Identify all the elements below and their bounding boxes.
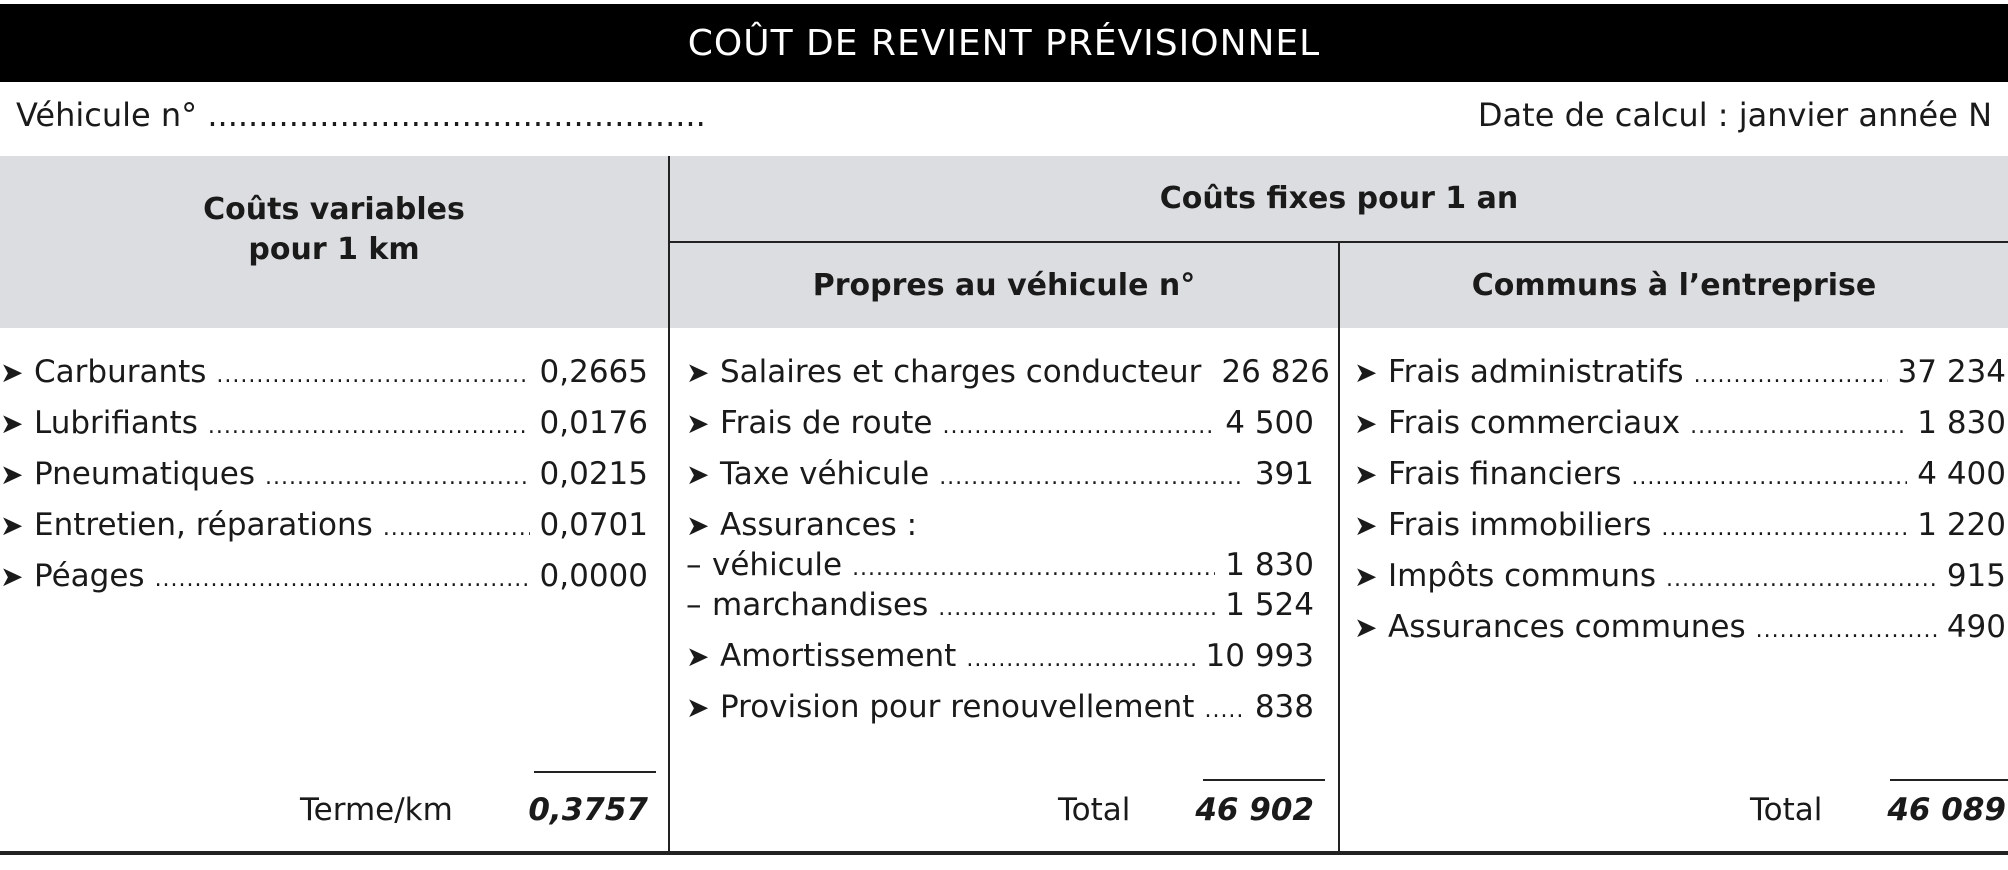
header-common-company: Communs à l’entreprise: [1471, 267, 1877, 303]
column-divider: [668, 156, 670, 852]
dash-marker: –: [686, 587, 702, 623]
dot-leader: [942, 414, 1215, 439]
arrow-icon: ➤: [0, 356, 24, 389]
arrow-icon: ➤: [0, 509, 24, 542]
dot-leader: [1694, 363, 1888, 388]
list-item: ➤ Frais commerciaux 1 830: [1354, 405, 2006, 445]
arrow-icon: ➤: [1354, 509, 1378, 542]
list-item: ➤ Entretien, réparations 0,0701: [0, 507, 648, 547]
dot-leader: [155, 567, 530, 592]
list-item: – véhicule 1 830: [686, 547, 1314, 587]
arrow-icon: ➤: [0, 560, 24, 593]
column-divider: [1338, 242, 1340, 852]
calculation-date-label: Date de calcul : janvier année N: [1477, 96, 1992, 134]
list-item: ➤ Impôts communs 915: [1354, 558, 2006, 598]
dot-leader: [208, 414, 530, 439]
list-item: ➤ Amortissement 10 993: [686, 638, 1314, 678]
arrow-icon: ➤: [1354, 560, 1378, 593]
header-divider: [670, 241, 2008, 243]
list-item: ➤ Salaires et charges conducteur 26 826: [686, 354, 1330, 390]
vehicle-number-label: Véhicule n° ............................…: [16, 96, 706, 134]
variable-total-label: Terme/km: [300, 792, 453, 828]
list-item: ➤ Carburants 0,2665: [0, 354, 648, 394]
dot-leader: [1666, 567, 1937, 592]
total-rule: [1203, 779, 1325, 781]
list-item: ➤ Pneumatiques 0,0215: [0, 456, 648, 496]
own-total-value: 46 902: [1195, 792, 1314, 828]
arrow-icon: ➤: [686, 509, 710, 542]
header-variable-costs: Coûts variables pour 1 km: [203, 191, 465, 268]
total-rule: [534, 771, 656, 773]
page-title: COÛT DE REVIENT PRÉVISIONNEL: [0, 4, 2008, 82]
list-item: ➤ Provision pour renouvellement 838: [686, 689, 1314, 729]
arrow-icon: ➤: [686, 640, 710, 673]
list-item: ➤ Frais de route 4 500: [686, 405, 1314, 445]
arrow-icon: ➤: [1354, 356, 1378, 389]
list-item: ➤ Lubrifiants 0,0176: [0, 405, 648, 445]
header-fixed-costs: Coûts fixes pour 1 an: [1159, 180, 1519, 216]
list-item: ➤ Assurances communes 490: [1354, 609, 2006, 649]
header-own-vehicle: Propres au véhicule n°: [812, 267, 1196, 303]
total-rule: [1890, 779, 2008, 781]
list-item: ➤ Frais financiers 4 400: [1354, 456, 2006, 496]
dot-leader: [1690, 414, 1907, 439]
list-item: ➤ Assurances :: [686, 507, 918, 543]
dot-leader: [265, 465, 529, 490]
dot-leader: [1756, 618, 1937, 643]
arrow-icon: ➤: [1354, 611, 1378, 644]
own-total-label: Total: [1058, 792, 1131, 828]
dot-leader: [938, 596, 1215, 621]
common-total-label: Total: [1750, 792, 1823, 828]
arrow-icon: ➤: [1354, 407, 1378, 440]
arrow-icon: ➤: [686, 356, 710, 389]
dot-leader: [1631, 465, 1907, 490]
arrow-icon: ➤: [686, 458, 710, 491]
dot-leader: [383, 516, 530, 541]
arrow-icon: ➤: [686, 691, 710, 724]
list-item: ➤ Frais immobiliers 1 220: [1354, 507, 2006, 547]
dash-marker: –: [686, 547, 702, 583]
dot-leader: [1204, 698, 1244, 723]
arrow-icon: ➤: [0, 407, 24, 440]
dot-leader: [852, 556, 1215, 581]
list-item: – marchandises 1 524: [686, 587, 1314, 627]
table-bottom-border: [0, 851, 2008, 855]
dot-leader: [939, 465, 1245, 490]
arrow-icon: ➤: [1354, 458, 1378, 491]
variable-total-value: 0,3757: [528, 792, 648, 828]
dot-leader: [1661, 516, 1907, 541]
list-item: ➤ Taxe véhicule 391: [686, 456, 1314, 496]
list-item: ➤ Péages 0,0000: [0, 558, 648, 598]
arrow-icon: ➤: [0, 458, 24, 491]
list-item: ➤ Frais administratifs 37 234: [1354, 354, 2006, 394]
dot-leader: [216, 363, 529, 388]
dot-leader: [966, 647, 1195, 672]
arrow-icon: ➤: [686, 407, 710, 440]
common-total-value: 46 089: [1887, 792, 2006, 828]
